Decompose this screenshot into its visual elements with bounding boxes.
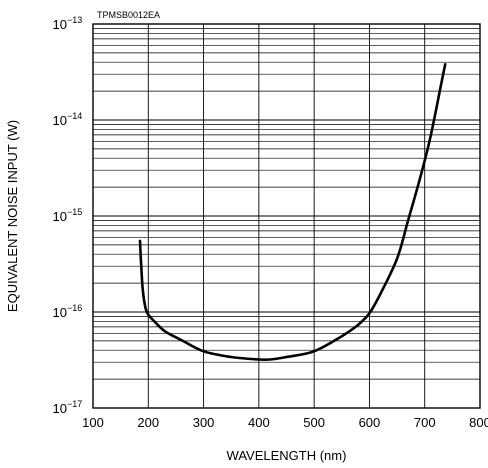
y-tick-label: 10: [53, 209, 67, 224]
figure-code: TPMSB0012EA: [97, 10, 160, 20]
y-tick-exponent: −14: [67, 111, 82, 121]
noise-curve: [138, 63, 447, 362]
minor-gridlines: [93, 28, 480, 380]
x-tick-label: 300: [193, 415, 215, 430]
y-tick-label: 10: [53, 305, 67, 320]
x-tick-label: 400: [248, 415, 270, 430]
y-tick-exponent: −13: [67, 15, 82, 25]
x-tick-labels: 100 200 300 400 500 600 700 800: [82, 415, 488, 430]
y-tick-exponent: −16: [67, 303, 82, 313]
x-tick-label: 600: [359, 415, 381, 430]
major-gridlines: [93, 24, 480, 408]
y-tick-exponent: −17: [67, 399, 82, 409]
y-tick-label: 10: [53, 113, 67, 128]
x-tick-label: 800: [469, 415, 488, 430]
y-tick-label: 10: [53, 401, 67, 416]
x-tick-label: 500: [303, 415, 325, 430]
x-tick-label: 100: [82, 415, 104, 430]
y-tick-label: 10: [53, 17, 67, 32]
y-axis-title: EQUIVALENT NOISE INPUT (W): [5, 120, 20, 312]
x-axis-title: WAVELENGTH (nm): [227, 448, 347, 463]
plot-frame: [92, 23, 481, 409]
x-tick-label: 200: [137, 415, 159, 430]
y-tick-exponent: −15: [67, 207, 82, 217]
x-tick-label: 700: [414, 415, 436, 430]
